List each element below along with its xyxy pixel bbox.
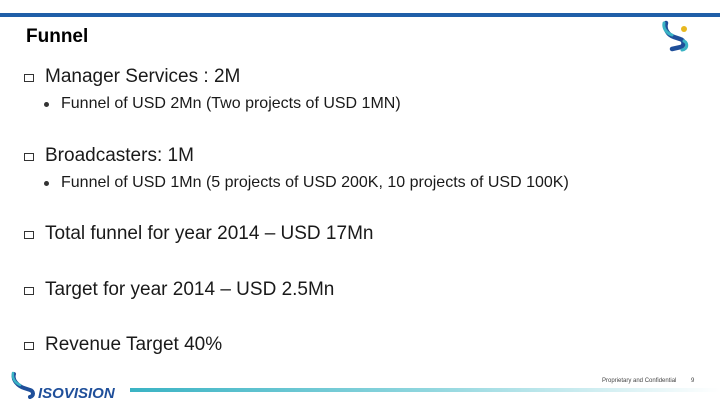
bullet-manager-services: Manager Services : 2M (24, 66, 240, 88)
slide-title: Funnel (26, 26, 89, 47)
slide-footer: ISOVISION Proprietary and Confidential 9 (0, 364, 720, 405)
square-bullet-icon (24, 287, 34, 295)
confidential-label: Proprietary and Confidential (602, 378, 677, 384)
footer-color-bar (130, 388, 720, 392)
dot-bullet-icon (44, 181, 49, 186)
page-number: 9 (691, 378, 695, 384)
company-logo-icon (662, 20, 689, 52)
bullet-revenue-target: Revenue Target 40% (24, 334, 222, 356)
dot-bullet-icon (44, 102, 49, 107)
square-bullet-icon (24, 74, 34, 82)
bullet-target: Target for year 2014 – USD 2.5Mn (24, 279, 334, 301)
sub-bullet-manager-funnel: Funnel of USD 2Mn (Two projects of USD 1… (44, 95, 401, 113)
footer-brand-text: ISOVISION (38, 385, 116, 400)
bullet-broadcasters: Broadcasters: 1M (24, 145, 194, 167)
sub-bullet-broadcasters-funnel: Funnel of USD 1Mn (5 projects of USD 200… (44, 174, 569, 192)
top-accent-bar (0, 13, 720, 17)
square-bullet-icon (24, 342, 34, 350)
bullet-total-funnel: Total funnel for year 2014 – USD 17Mn (24, 223, 373, 245)
square-bullet-icon (24, 153, 34, 161)
isovision-logo: ISOVISION (11, 371, 116, 400)
square-bullet-icon (24, 231, 34, 239)
